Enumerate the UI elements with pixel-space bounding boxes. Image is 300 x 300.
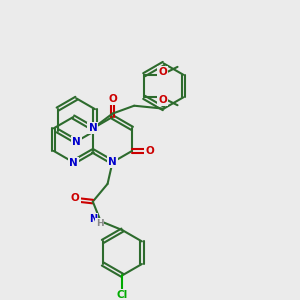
Text: O: O — [71, 193, 80, 202]
Text: N: N — [108, 157, 117, 167]
Text: N: N — [89, 214, 97, 224]
Text: O: O — [158, 95, 167, 105]
Text: O: O — [108, 94, 117, 104]
Text: N: N — [69, 158, 78, 168]
Text: N: N — [88, 123, 97, 133]
Text: O: O — [158, 67, 167, 77]
Text: N: N — [72, 136, 81, 147]
Text: Cl: Cl — [117, 290, 128, 300]
Text: O: O — [146, 146, 154, 156]
Text: H: H — [96, 219, 103, 228]
